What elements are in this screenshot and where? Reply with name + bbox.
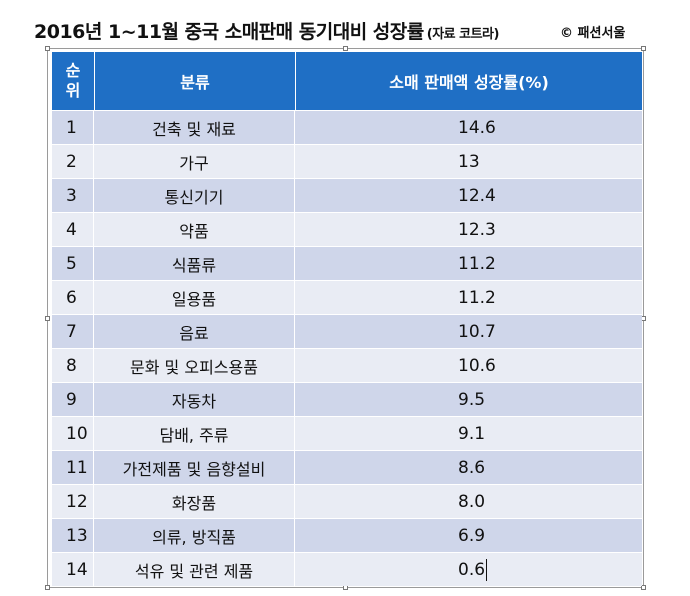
table-row: 2 가구 13 (52, 144, 642, 178)
growth-cell: 11.2 (458, 253, 496, 274)
category-cell: 의류, 방직품 (94, 519, 295, 552)
selection-frame[interactable] (45, 46, 646, 590)
growth-cell: 9.5 (458, 389, 486, 410)
resize-handle-middle-left[interactable] (45, 316, 50, 321)
header-rank-line1: 순 (65, 61, 81, 80)
header-rank-line2: 위 (65, 81, 81, 100)
rank-cell: 2 (52, 145, 94, 178)
rank-cell: 14 (52, 553, 94, 586)
rank-cell: 3 (52, 179, 94, 212)
category-cell: 음료 (94, 315, 295, 348)
resize-handle-top-right[interactable] (641, 46, 646, 51)
rank-cell: 5 (52, 247, 94, 280)
table-row: 14 석유 및 관련 제품 0.6 (52, 552, 642, 586)
category-cell: 화장품 (94, 485, 295, 518)
category-cell: 통신기기 (94, 179, 295, 212)
table-header: 순 위 분류 소매 판매액 성장률(%) (52, 52, 642, 110)
table-row: 7 음료 10.7 (52, 314, 642, 348)
resize-handle-bottom-left[interactable] (45, 585, 50, 590)
resize-handle-bottom-right[interactable] (641, 585, 646, 590)
retail-growth-table: 순 위 분류 소매 판매액 성장률(%) 1 건축 및 재료 14.6 2 가구… (52, 52, 642, 586)
growth-cell: 10.6 (458, 355, 496, 376)
header-growth: 소매 판매액 성장률(%) (389, 73, 549, 92)
table-row: 6 일용품 11.2 (52, 280, 642, 314)
category-cell: 식품류 (94, 247, 295, 280)
header-category: 분류 (95, 52, 296, 110)
table-row: 1 건축 및 재료 14.6 (52, 110, 642, 144)
growth-value[interactable]: 0.6 (458, 559, 486, 580)
growth-cell: 11.2 (458, 287, 496, 308)
growth-cell-editing[interactable]: 0.6 (295, 553, 642, 586)
title-source: (자료 코트라) (426, 27, 500, 42)
growth-cell: 13 (458, 151, 480, 172)
resize-handle-top-left[interactable] (45, 46, 50, 51)
table-row: 5 식품류 11.2 (52, 246, 642, 280)
rank-cell: 4 (52, 213, 94, 246)
growth-cell: 12.3 (458, 219, 496, 240)
page-title: 2016년 1~11월 중국 소매판매 동기대비 성장률 (자료 코트라) (34, 17, 674, 51)
rank-cell: 12 (52, 485, 94, 518)
table-row: 8 문화 및 오피스용품 10.6 (52, 348, 642, 382)
category-cell: 가구 (94, 145, 295, 178)
text-cursor (486, 558, 488, 581)
rank-cell: 1 (52, 111, 94, 144)
rank-cell: 11 (52, 451, 94, 484)
category-cell: 일용품 (94, 281, 295, 314)
table-row: 3 통신기기 12.4 (52, 178, 642, 212)
category-cell: 문화 및 오피스용품 (94, 349, 295, 382)
table-row: 12 화장품 8.0 (52, 484, 642, 518)
growth-cell: 12.4 (458, 185, 496, 206)
category-cell: 약품 (94, 213, 295, 246)
category-cell: 가전제품 및 음향설비 (94, 451, 295, 484)
table-row: 4 약품 12.3 (52, 212, 642, 246)
header-rank: 순 위 (52, 52, 95, 110)
growth-cell: 8.0 (458, 491, 486, 512)
title-main: 2016년 1~11월 중국 소매판매 동기대비 성장률 (34, 21, 424, 43)
table-row: 9 자동차 9.5 (52, 382, 642, 416)
table-row: 11 가전제품 및 음향설비 8.6 (52, 450, 642, 484)
category-cell: 담배, 주류 (94, 417, 295, 450)
category-cell: 건축 및 재료 (94, 111, 295, 144)
growth-cell: 14.6 (458, 117, 496, 138)
growth-cell: 6.9 (458, 525, 486, 546)
rank-cell: 6 (52, 281, 94, 314)
growth-cell: 10.7 (458, 321, 496, 342)
table-row: 13 의류, 방직품 6.9 (52, 518, 642, 552)
rank-cell: 8 (52, 349, 94, 382)
resize-handle-top-middle[interactable] (343, 46, 348, 51)
rank-cell: 9 (52, 383, 94, 416)
category-cell: 석유 및 관련 제품 (94, 553, 295, 586)
category-cell: 자동차 (94, 383, 295, 416)
rank-cell: 10 (52, 417, 94, 450)
growth-cell: 9.1 (458, 423, 486, 444)
rank-cell: 13 (52, 519, 94, 552)
growth-cell: 8.6 (458, 457, 486, 478)
table-row: 10 담배, 주류 9.1 (52, 416, 642, 450)
rank-cell: 7 (52, 315, 94, 348)
credit-text: © 패션서울 (560, 26, 626, 41)
